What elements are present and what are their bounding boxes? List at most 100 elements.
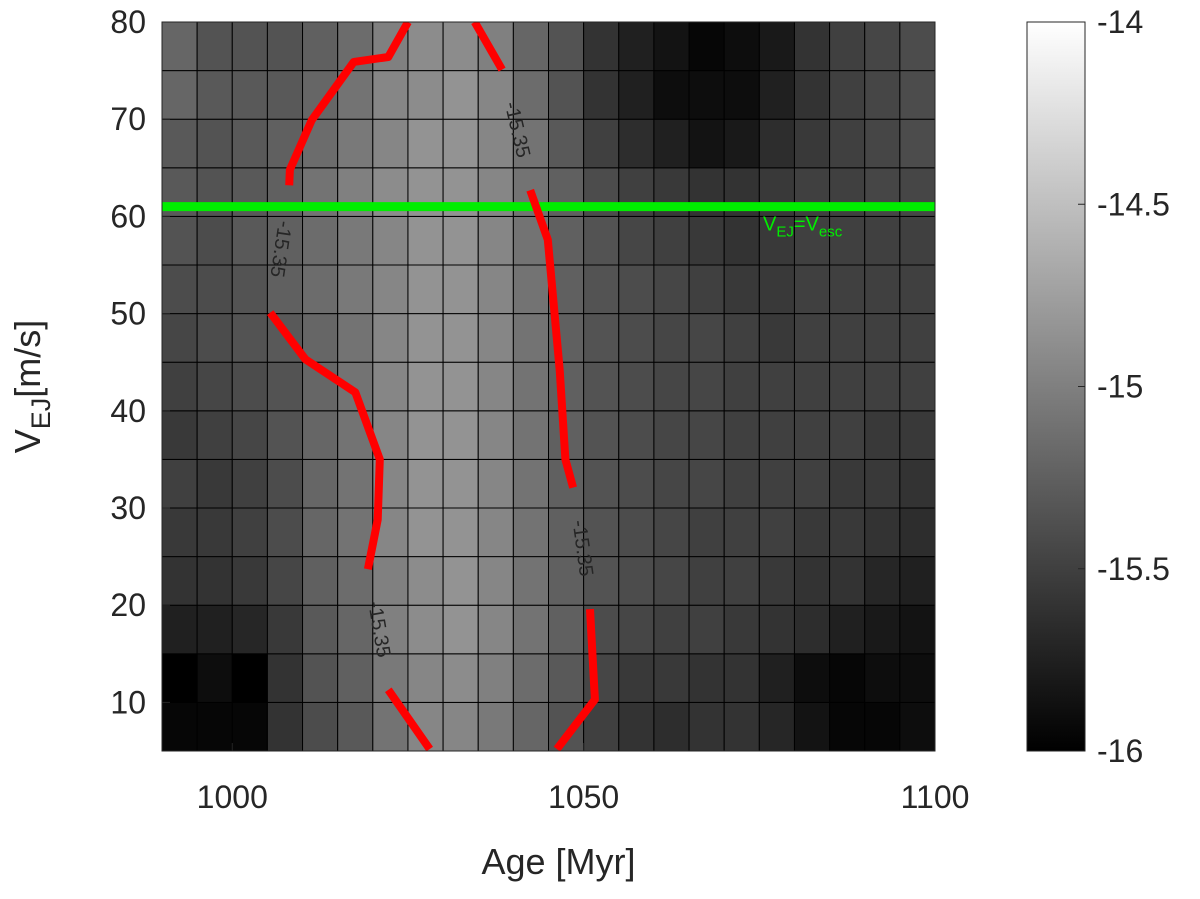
heatmap-cell: [302, 264, 339, 315]
heatmap-cell: [337, 507, 374, 558]
heatmap-cell: [477, 701, 514, 752]
heatmap-cell: [266, 556, 304, 606]
heatmap-cell: [161, 215, 198, 266]
heatmap-cell: [583, 264, 620, 315]
heatmap-cell: [758, 458, 795, 509]
heatmap-cell: [161, 701, 198, 752]
heatmap-cell: [653, 215, 690, 266]
heatmap-cell: [407, 313, 444, 363]
heatmap-cell: [337, 313, 374, 363]
heatmap-cell: [723, 653, 760, 703]
heatmap-cell: [477, 264, 514, 315]
heatmap-cell: [758, 70, 795, 120]
heatmap-cell: [337, 604, 374, 655]
y-tick-label: 10: [110, 684, 146, 720]
y-tick-label: 20: [110, 587, 146, 623]
heatmap-cell: [653, 361, 690, 412]
heatmap-cell: [548, 604, 585, 655]
heatmap-cell: [829, 361, 866, 412]
heatmap-cell: [864, 215, 901, 266]
heatmap-cell: [266, 458, 304, 509]
heatmap-cell: [196, 653, 233, 703]
heatmap-cell: [723, 361, 760, 412]
heatmap-cell: [758, 118, 795, 169]
heatmap-cell: [337, 701, 374, 752]
heatmap-cell: [161, 118, 198, 169]
heatmap-cell: [512, 507, 550, 558]
heatmap-cell: [266, 507, 304, 558]
heatmap-cell: [512, 701, 550, 752]
heatmap-cell: [723, 410, 760, 460]
heatmap-cell: [442, 556, 479, 606]
heatmap-cell: [829, 556, 866, 606]
colorbar-tick-label: -14: [1097, 4, 1143, 40]
heatmap-cell: [442, 118, 479, 169]
heatmap-cell: [266, 653, 304, 703]
heatmap-cell: [231, 264, 268, 315]
heatmap-cell: [583, 21, 620, 72]
heatmap-cell: [793, 458, 831, 509]
heatmap-cell: [477, 507, 514, 558]
heatmap-cell: [758, 21, 795, 72]
heatmap-cell: [793, 313, 831, 363]
heatmap-cell: [829, 458, 866, 509]
heatmap-cell: [442, 458, 479, 509]
heatmap-cell: [583, 410, 620, 460]
heatmap-cell: [231, 701, 268, 752]
heatmap-cell: [407, 653, 444, 703]
heatmap-cell: [302, 701, 339, 752]
heatmap-cell: [372, 118, 409, 169]
heatmap-cell: [231, 21, 268, 72]
heatmap-cell: [723, 70, 760, 120]
contour-line: [267, 22, 433, 751]
heatmap-cell: [477, 361, 514, 412]
heatmap-cell: [899, 604, 936, 655]
heatmap-cell: [407, 604, 444, 655]
heatmap-cell: [161, 458, 198, 509]
heatmap-cell: [758, 507, 795, 558]
heatmap-cell: [231, 313, 268, 363]
heatmap-cell: [793, 264, 831, 315]
heatmap-cell: [407, 458, 444, 509]
y-axis-title: VEJ[m/s]: [7, 320, 56, 454]
heatmap-cell: [512, 458, 550, 509]
heatmap-cell: [372, 215, 409, 266]
colorbar-tick-label: -14.5: [1097, 186, 1170, 222]
heatmap-cell: [512, 361, 550, 412]
heatmap-cell: [442, 70, 479, 120]
heatmap-cell: [688, 458, 725, 509]
heatmap-cell: [864, 507, 901, 558]
heatmap-cell: [302, 21, 339, 72]
heatmap-cell: [548, 21, 585, 72]
heatmap-cell: [583, 458, 620, 509]
heatmap-cell: [618, 556, 655, 606]
heatmap-cell: [302, 653, 339, 703]
heatmap-cell: [442, 701, 479, 752]
heatmap-cell: [793, 701, 831, 752]
heatmap-cell: [196, 361, 233, 412]
heatmap-cell: [723, 556, 760, 606]
heatmap-cell: [337, 118, 374, 169]
heatmap-cell: [266, 70, 304, 120]
heatmap-cell: [899, 118, 936, 169]
heatmap-cell: [442, 361, 479, 412]
y-tick-label: 50: [110, 296, 146, 332]
heatmap-cell: [583, 215, 620, 266]
heatmap-cell: [899, 313, 936, 363]
heatmap-cell: [231, 604, 268, 655]
heatmap-cell: [723, 21, 760, 72]
heatmap-cell: [407, 264, 444, 315]
heatmap-cell: [196, 215, 233, 266]
heatmap-cell: [758, 556, 795, 606]
heatmap-cell: [512, 70, 550, 120]
heatmap-cell: [618, 70, 655, 120]
heatmap-cell: [442, 653, 479, 703]
heatmap-cell: [793, 361, 831, 412]
heatmap-cell: [829, 604, 866, 655]
heatmap-cell: [231, 70, 268, 120]
heatmap-cell: [899, 215, 936, 266]
heatmap-cell: [512, 556, 550, 606]
x-tick-label: 1100: [901, 779, 970, 815]
heatmap-cell: [793, 118, 831, 169]
